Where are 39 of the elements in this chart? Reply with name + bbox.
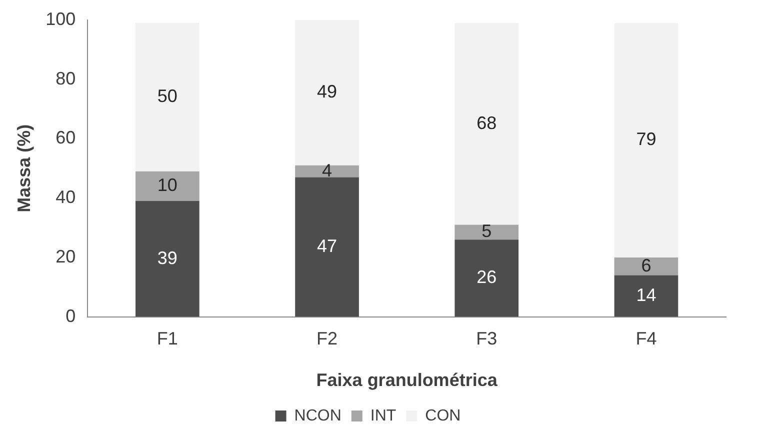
legend-label: CON: [425, 407, 461, 424]
bar: [136, 171, 200, 202]
y-tick-label: 60: [56, 128, 76, 148]
data-label: 49: [317, 82, 338, 102]
y-tick-label: 100: [46, 8, 76, 29]
bar: [614, 257, 678, 276]
bar: [454, 22, 519, 225]
data-label: 4: [322, 160, 332, 180]
data-label: 50: [157, 86, 178, 106]
data-label: 79: [636, 129, 656, 150]
bar: [136, 201, 200, 317]
data-label: 14: [636, 284, 656, 305]
x-tick-label: F1: [156, 328, 178, 349]
bar: [614, 22, 678, 258]
data-label: 6: [641, 255, 652, 276]
y-tick-label: 80: [56, 68, 76, 88]
x-tick-label: F3: [476, 328, 498, 349]
y-axis-title: Massa (%): [14, 124, 34, 212]
y-tick-label: 20: [56, 246, 76, 266]
bar: [295, 20, 359, 166]
bar: [454, 240, 519, 317]
bar: [614, 275, 678, 317]
y-tick-label: 40: [56, 187, 76, 208]
bar: [136, 22, 200, 172]
x-axis-title: Faixa granulométrica: [316, 370, 498, 390]
data-label: 26: [476, 267, 497, 288]
y-tick-label: 0: [66, 306, 76, 326]
legend-label: NCON: [294, 407, 342, 424]
bar: [454, 224, 519, 240]
bar: [295, 165, 359, 178]
data-label: 10: [157, 175, 178, 196]
data-label: 39: [157, 248, 178, 268]
x-tick-label: F4: [636, 328, 657, 349]
data-label: 5: [482, 221, 492, 242]
data-label: 47: [317, 236, 338, 256]
bar: [295, 177, 359, 317]
data-label: 68: [476, 112, 497, 133]
x-tick-label: F2: [316, 328, 338, 349]
legend-label: INT: [370, 407, 396, 424]
